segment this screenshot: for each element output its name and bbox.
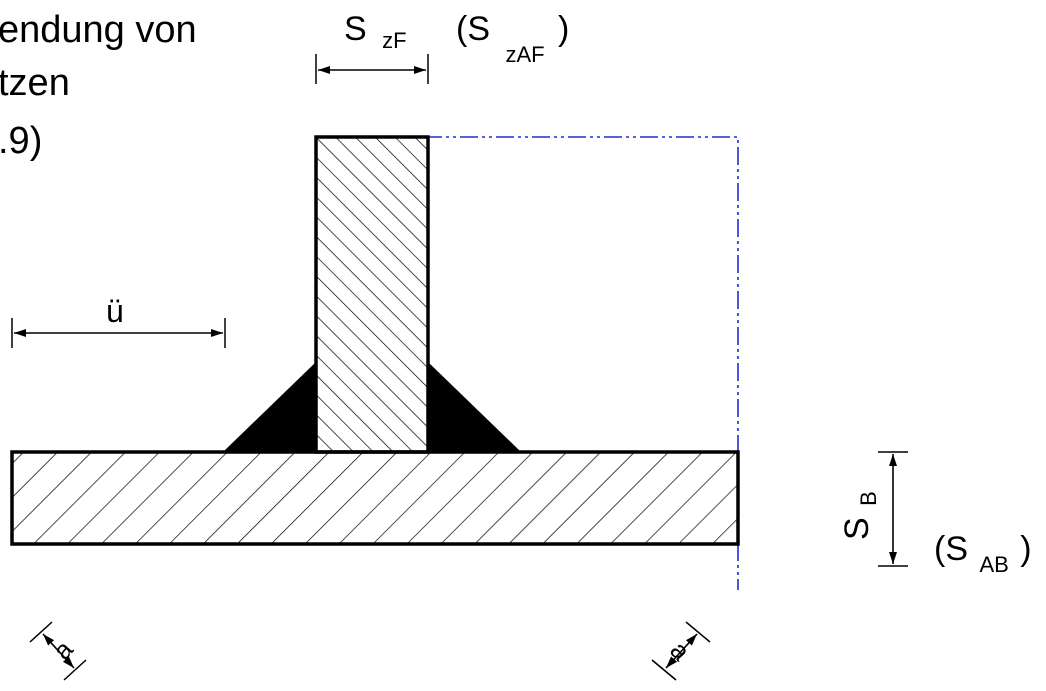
dimension-s-b: [878, 451, 908, 567]
label-s-zaf: (S zAF ): [456, 10, 569, 70]
dimension-s-zf: [315, 54, 429, 84]
label-s-zf: S zF: [344, 10, 407, 53]
title-line-3: .9): [0, 120, 42, 162]
label-overhang: ü: [106, 293, 124, 329]
base-plate: [10, 450, 740, 546]
title-line-2: tzen: [0, 62, 70, 104]
fillet-weld-right: [428, 362, 520, 451]
dimension-overhang: [11, 318, 226, 348]
weld-throat-dimension-left: [29, 621, 87, 681]
svg-text:S B: S B: [838, 491, 881, 540]
label-weld-right: a: [664, 635, 696, 666]
label-weld-left: a: [47, 634, 79, 665]
fillet-weld-left: [224, 362, 316, 451]
title-line-1: endung von: [0, 9, 197, 51]
label-s-b: S B: [838, 491, 881, 540]
label-s-ab: (S AB ): [934, 530, 1032, 580]
symmetry-boundary-line: [316, 136, 739, 590]
vertical-flange: [314, 135, 430, 454]
weld-throat-dimension-right: [651, 621, 711, 681]
